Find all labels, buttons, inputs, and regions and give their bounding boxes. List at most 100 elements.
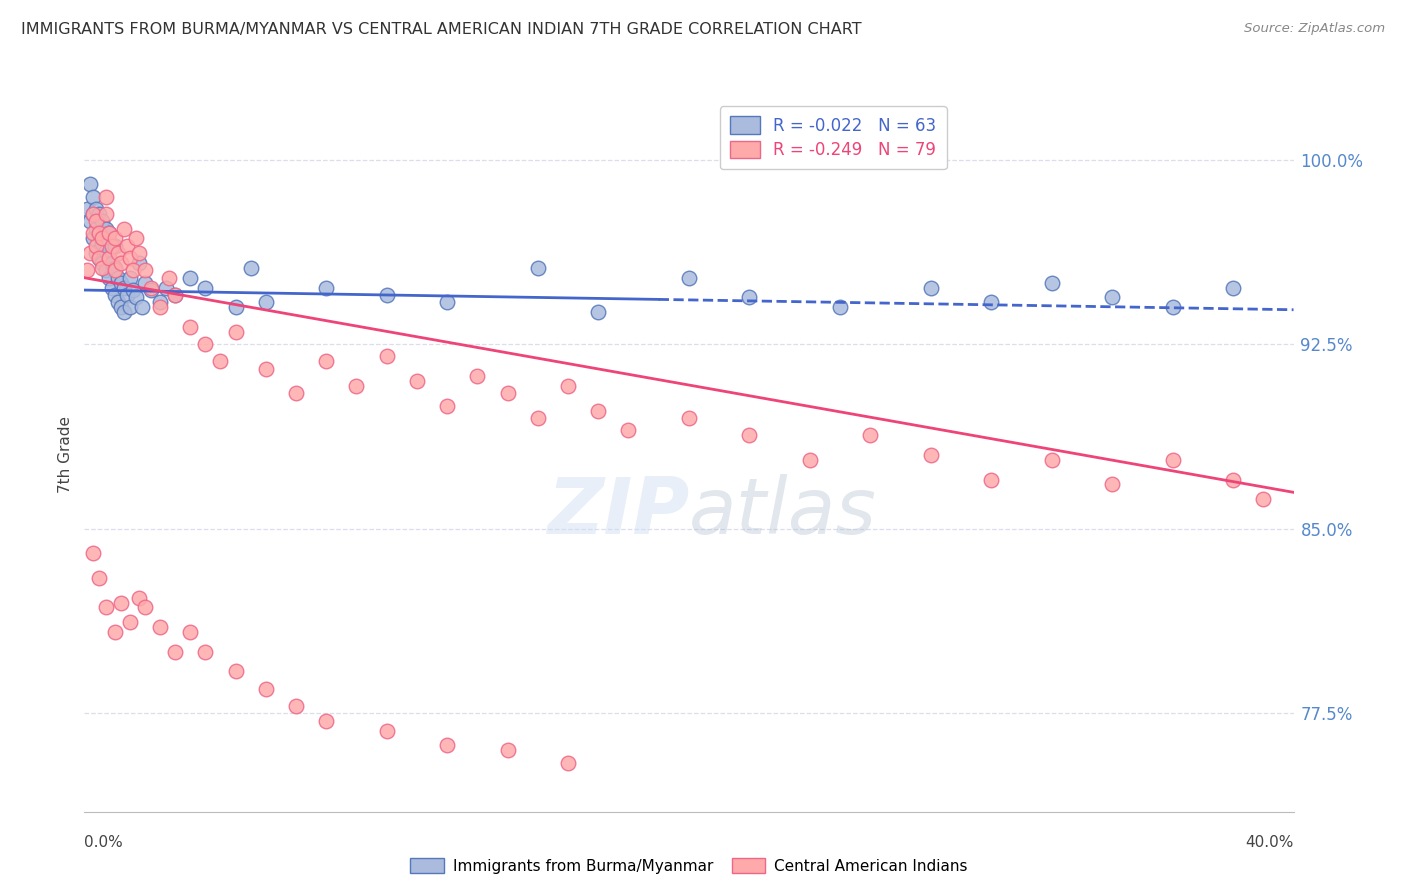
Point <box>76 202 98 216</box>
Point <box>82 227 104 241</box>
Point <box>315 280 337 294</box>
Point <box>94 244 117 258</box>
Point <box>920 448 942 462</box>
Point <box>1040 276 1063 290</box>
Point <box>285 698 308 713</box>
Point <box>179 320 201 334</box>
Point <box>617 423 640 437</box>
Point <box>94 207 117 221</box>
Point <box>225 300 247 314</box>
Point <box>225 665 247 679</box>
Point <box>1101 477 1123 491</box>
Point <box>527 260 550 275</box>
Point <box>134 600 156 615</box>
Point <box>107 295 129 310</box>
Point <box>118 300 141 314</box>
Point <box>165 288 187 302</box>
Point <box>134 263 156 277</box>
Point <box>1040 453 1063 467</box>
Point <box>115 239 138 253</box>
Point <box>588 403 610 417</box>
Point <box>115 288 138 302</box>
Point <box>225 325 247 339</box>
Point <box>89 251 111 265</box>
Point <box>82 231 104 245</box>
Point <box>194 280 217 294</box>
Point <box>91 236 114 251</box>
Point <box>496 386 519 401</box>
Point <box>1161 453 1184 467</box>
Point <box>94 189 117 203</box>
Text: 40.0%: 40.0% <box>1246 836 1294 850</box>
Point <box>128 246 150 260</box>
Point <box>1101 290 1123 304</box>
Point <box>557 379 579 393</box>
Point <box>79 178 101 192</box>
Point <box>89 227 111 241</box>
Point <box>527 411 550 425</box>
Point <box>436 295 458 310</box>
Point <box>110 276 132 290</box>
Point <box>97 227 120 241</box>
Point <box>1253 492 1275 507</box>
Legend: R = -0.022   N = 63, R = -0.249   N = 79: R = -0.022 N = 63, R = -0.249 N = 79 <box>720 106 946 169</box>
Legend: Immigrants from Burma/Myanmar, Central American Indians: Immigrants from Burma/Myanmar, Central A… <box>404 852 974 880</box>
Point <box>467 369 489 384</box>
Point <box>588 305 610 319</box>
Point <box>859 428 882 442</box>
Point <box>89 571 111 585</box>
Point <box>91 231 114 245</box>
Point <box>100 239 122 253</box>
Point <box>315 714 337 728</box>
Point <box>94 221 117 235</box>
Point <box>86 239 108 253</box>
Point <box>557 756 579 770</box>
Point <box>112 221 135 235</box>
Point <box>86 214 108 228</box>
Point <box>112 280 135 294</box>
Y-axis label: 7th Grade: 7th Grade <box>58 417 73 493</box>
Point <box>149 295 172 310</box>
Point <box>82 189 104 203</box>
Point <box>1161 300 1184 314</box>
Point <box>738 428 761 442</box>
Point <box>239 260 262 275</box>
Point <box>285 386 308 401</box>
Point <box>165 645 187 659</box>
Point <box>89 251 111 265</box>
Point <box>76 263 98 277</box>
Point <box>104 288 127 302</box>
Point <box>100 280 122 294</box>
Point <box>165 288 187 302</box>
Point <box>738 290 761 304</box>
Point <box>82 207 104 221</box>
Point <box>179 625 201 640</box>
Point <box>118 251 141 265</box>
Point <box>346 379 368 393</box>
Point <box>131 300 153 314</box>
Point <box>94 263 117 277</box>
Point <box>121 263 143 277</box>
Point <box>128 591 150 605</box>
Point <box>94 600 117 615</box>
Point <box>82 207 104 221</box>
Point <box>375 723 398 738</box>
Point <box>149 300 172 314</box>
Point <box>406 374 429 388</box>
Point <box>1222 473 1244 487</box>
Point <box>89 207 111 221</box>
Point <box>1222 280 1244 294</box>
Point <box>125 231 148 245</box>
Point <box>980 295 1002 310</box>
Point <box>980 473 1002 487</box>
Point <box>104 263 127 277</box>
Point <box>107 270 129 285</box>
Point <box>104 231 127 245</box>
Point <box>97 251 120 265</box>
Point <box>97 227 120 241</box>
Point <box>128 256 150 270</box>
Point <box>118 615 141 630</box>
Point <box>86 221 108 235</box>
Point <box>375 350 398 364</box>
Point <box>139 280 162 294</box>
